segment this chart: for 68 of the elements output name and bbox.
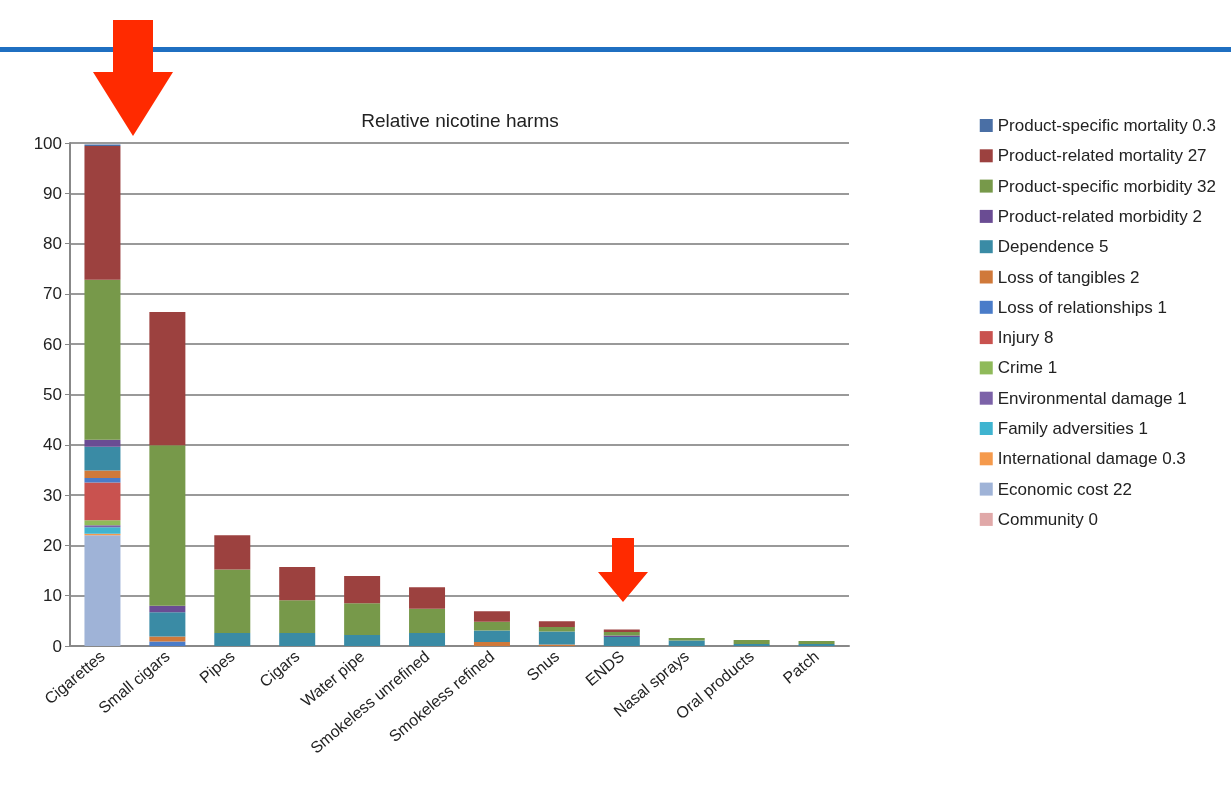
- bar: [344, 634, 381, 646]
- bar: [538, 621, 575, 627]
- bar: [279, 632, 316, 646]
- y-tick-label: 20: [43, 535, 62, 555]
- legend-label: Family adversities 1: [997, 419, 1148, 438]
- bar: [473, 621, 510, 631]
- legend-label: International damage 0.3: [997, 449, 1186, 469]
- bar: [149, 605, 186, 613]
- bar: [473, 641, 510, 646]
- legend-label: Environmental damage 1: [997, 388, 1187, 408]
- bar: [473, 611, 510, 622]
- bar: [84, 439, 121, 447]
- bar: [84, 146, 121, 280]
- legend-label: Injury 8: [997, 328, 1054, 348]
- y-tick-label: 0: [52, 636, 62, 656]
- x-tick-label: Snus: [523, 647, 563, 684]
- bar: [149, 641, 186, 646]
- bar: [279, 567, 316, 601]
- y-tick-label: 70: [43, 284, 62, 304]
- legend-label: Product-related mortality 27: [997, 146, 1207, 166]
- bar: [409, 587, 446, 609]
- bar: [214, 632, 251, 646]
- bar: [733, 639, 770, 644]
- bar: [84, 478, 121, 483]
- legend-label: Product-specific morbidity 32: [997, 176, 1217, 196]
- bar: [149, 312, 186, 446]
- bar: [733, 643, 770, 646]
- legend-label: Product-specific mortality 0.3: [997, 116, 1216, 135]
- bar: [149, 612, 186, 637]
- bar: [603, 636, 640, 646]
- y-tick-label: 40: [43, 435, 62, 455]
- bar: [84, 279, 121, 440]
- bar: [84, 535, 121, 646]
- bar: [84, 470, 121, 478]
- bar: [409, 632, 446, 646]
- bar: [344, 603, 381, 635]
- y-tick-label: 30: [43, 485, 62, 505]
- bar: [603, 629, 640, 632]
- bar: [84, 446, 121, 471]
- bar: [214, 535, 251, 570]
- legend-label: Crime 1: [997, 358, 1058, 378]
- bar: [409, 608, 446, 633]
- y-tick-label: 100: [33, 133, 62, 153]
- legend-label: Loss of relationships 1: [997, 297, 1167, 317]
- legend-label: Dependence 5: [997, 237, 1109, 257]
- chart-title: Relative nicotine harms: [361, 110, 559, 131]
- bar: [84, 525, 121, 528]
- y-tick-label: 80: [43, 234, 62, 254]
- y-tick-label: 10: [43, 586, 62, 606]
- bar: [84, 482, 121, 521]
- bar: [538, 631, 575, 645]
- bar: [149, 445, 186, 606]
- bar: [214, 569, 251, 633]
- legend-label: Loss of tangibles 2: [997, 267, 1140, 287]
- legend-label: Community 0: [997, 509, 1098, 529]
- bar: [84, 527, 121, 534]
- y-tick-label: 90: [43, 183, 62, 203]
- bar: [344, 576, 381, 604]
- legend-label: Economic cost 22: [997, 479, 1132, 499]
- bar: [279, 600, 316, 633]
- legend-label: Product-related morbidity 2: [997, 206, 1202, 226]
- y-tick-label: 60: [43, 334, 62, 354]
- bar: [473, 630, 510, 642]
- bar: [798, 640, 835, 644]
- y-tick-label: 50: [43, 385, 62, 404]
- bar: [84, 520, 121, 526]
- bar: [149, 636, 186, 642]
- bar: [668, 640, 705, 646]
